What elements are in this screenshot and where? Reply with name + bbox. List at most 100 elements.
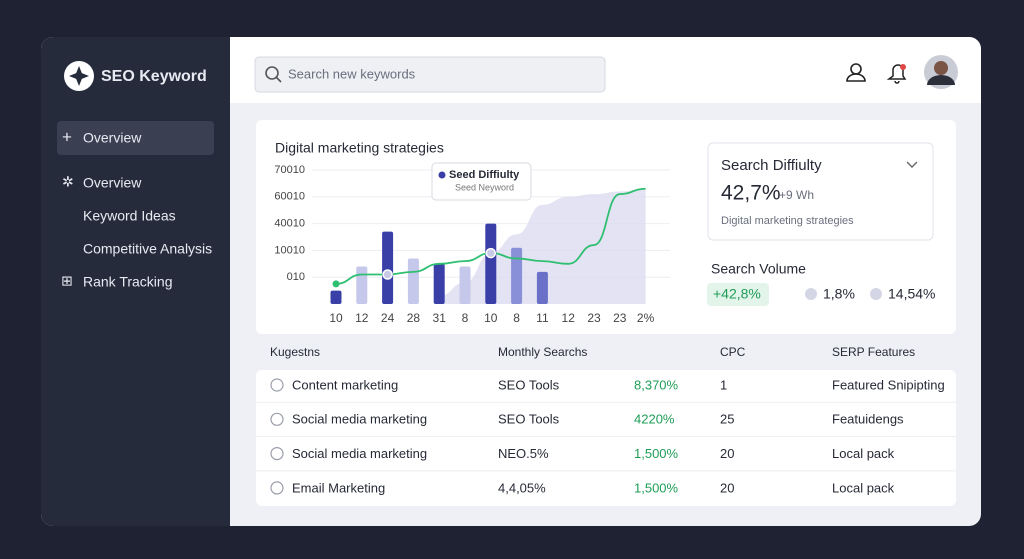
x-tick-label: 23 <box>613 311 627 325</box>
icon: ✲ <box>62 174 74 190</box>
tooltip-subtitle: Seed Neyword <box>455 182 514 192</box>
volume-dot <box>805 288 817 300</box>
table-cell: Email Marketing <box>292 480 385 495</box>
search-placeholder: Search new keywords <box>288 66 416 81</box>
table-cell: Local pack <box>832 446 895 461</box>
nav-active <box>57 121 214 155</box>
nav-item[interactable]: Rank Tracking <box>83 274 172 290</box>
table-cell: 20 <box>720 480 734 495</box>
table-cell: Featuidengs <box>832 412 904 427</box>
x-tick-label: 12 <box>355 311 369 325</box>
search-box[interactable] <box>254 56 606 93</box>
x-tick-label: 8 <box>513 311 520 325</box>
volume-item: 1,8% <box>823 286 855 302</box>
x-tick-label: 11 <box>536 311 549 325</box>
difficulty-title: Search Diffiulty <box>721 157 822 174</box>
table-cell: 4,4,05% <box>498 480 546 495</box>
table-cell: Featured Snipipting <box>832 377 945 392</box>
avatar-body <box>927 75 955 85</box>
bar <box>356 266 368 304</box>
icon: ⊞ <box>61 273 73 289</box>
y-tick-label: 10010 <box>274 244 305 256</box>
y-tick-label: 70010 <box>274 164 305 176</box>
y-tick-label: 60010 <box>274 191 305 203</box>
row-radio[interactable] <box>270 378 284 392</box>
nav-item[interactable]: Keyword Ideas <box>83 208 176 224</box>
table-body <box>256 370 956 506</box>
column-header: SERP Features <box>832 345 915 359</box>
y-tick-label: 40010 <box>274 218 305 230</box>
row-radio[interactable] <box>270 481 284 495</box>
x-tick-label: 28 <box>407 311 421 325</box>
brand: SEO Keyword <box>101 68 207 85</box>
nav-item[interactable]: Overview <box>83 175 142 191</box>
tooltip-title: Seed Diffiulty <box>449 169 520 181</box>
table-cell: 1 <box>720 377 727 392</box>
chevron[interactable] <box>906 161 918 168</box>
table-cell: SEO Tools <box>498 377 560 392</box>
bar <box>485 223 497 304</box>
chart-title: Digital marketing strategies <box>275 140 444 156</box>
table-cell: Content marketing <box>292 377 398 392</box>
row-radio[interactable] <box>270 447 284 461</box>
table-cell: 25 <box>720 412 734 427</box>
column-header: CPC <box>720 345 746 359</box>
x-tick-label: 2% <box>637 311 655 325</box>
difficulty-note: Digital marketing strategies <box>721 215 854 227</box>
column-header: Monthly Searchs <box>498 345 587 359</box>
bar <box>511 247 523 304</box>
nav-item[interactable]: Competitive Analysis <box>83 241 212 257</box>
table-cell: 20 <box>720 446 734 461</box>
bar <box>407 258 419 304</box>
notification-dot <box>900 64 906 70</box>
bar <box>459 266 471 304</box>
tooltip <box>431 162 532 201</box>
sidebar <box>41 37 230 526</box>
tooltip-dot <box>438 171 446 179</box>
table-cell: Social media marketing <box>292 412 427 427</box>
bar <box>536 271 548 304</box>
x-tick-label: 23 <box>587 311 601 325</box>
y-tick-label: 010 <box>287 271 305 283</box>
x-tick-label: 24 <box>381 311 395 325</box>
highlight-point <box>485 247 497 259</box>
search-icon <box>265 66 279 80</box>
x-tick-label: 31 <box>433 311 447 325</box>
volume-item: 14,54% <box>888 286 935 302</box>
volume-pill <box>707 283 769 306</box>
x-tick-label: 10 <box>484 311 498 325</box>
row-radio[interactable] <box>270 412 284 426</box>
difficulty-delta: +9 Wh <box>779 188 814 202</box>
highlight-point <box>382 269 393 280</box>
x-tick-label: 8 <box>462 311 469 325</box>
volume-dot <box>870 288 882 300</box>
nav-item[interactable]: Overview <box>83 130 142 146</box>
table-cell: 1,500% <box>634 480 679 495</box>
table-cell: Social media marketing <box>292 446 427 461</box>
plot: 010 10010 40010 60010 70010 10 12 24 28 31 8 10 8 11 1… <box>274 162 670 325</box>
line-start <box>332 280 340 288</box>
x-tick-label: 10 <box>329 311 343 325</box>
table-cell: SEO Tools <box>498 412 560 427</box>
bar <box>330 290 342 304</box>
search-icon <box>275 76 282 83</box>
x-tick-label: 12 <box>562 311 576 325</box>
avatar-face <box>934 61 948 75</box>
volume-title: Search Volume <box>711 261 806 277</box>
table-cell: Local pack <box>832 480 895 495</box>
table-cell: 8,370% <box>634 377 679 392</box>
column-header: Kugestns <box>270 345 320 359</box>
difficulty-card <box>707 142 934 241</box>
icon: + <box>62 127 72 146</box>
user-icon <box>846 73 866 82</box>
table-cell: NEO.5% <box>498 446 549 461</box>
table-cell: 4220% <box>634 412 675 427</box>
bar <box>433 263 445 304</box>
bell-icon[interactable] <box>886 64 907 84</box>
table: Kugestns Monthly Searchs CPC SERP Features C… <box>256 345 956 495</box>
table-cell: 1,500% <box>634 446 679 461</box>
volume-item: +42,8% <box>713 286 761 302</box>
bar <box>382 231 394 304</box>
